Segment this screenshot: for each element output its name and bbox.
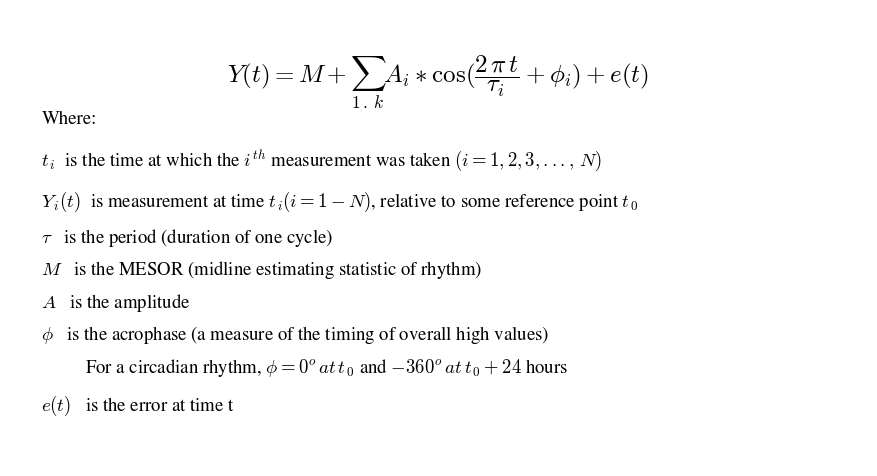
Text: $\phi$   is the acrophase (a measure of the timing of overall high values): $\phi$ is the acrophase (a measure of th… (41, 324, 550, 346)
Text: For a circadian rhythm, $\phi=0^{o}\,at\,t_{\,0}$ and $-360^{o}\,at\,t_{\,0}+24$: For a circadian rhythm, $\phi=0^{o}\,at\… (84, 356, 567, 378)
Text: $M$   is the MESOR (midline estimating statistic of rhythm): $M$ is the MESOR (midline estimating sta… (41, 259, 482, 281)
Text: $A$   is the amplitude: $A$ is the amplitude (41, 291, 191, 313)
Text: $\tau$   is the period (duration of one cycle): $\tau$ is the period (duration of one cy… (41, 227, 333, 248)
Text: Where:: Where: (41, 111, 96, 128)
Text: $Y_{\,i}(t)$  is measurement at time $t_{\,i}(i=1-N)$, relative to some referenc: $Y_{\,i}(t)$ is measurement at time $t_{… (41, 189, 639, 214)
Text: $e(t)$   is the error at time t: $e(t)$ is the error at time t (41, 393, 235, 417)
Text: $Y(t)=M+\sum_{1\,.\,k} A_i*\cos(\dfrac{2\,\pi\, t}{\tau_i}+\phi_i)+e(t)$: $Y(t)=M+\sum_{1\,.\,k} A_i*\cos(\dfrac{2… (227, 53, 650, 110)
Text: $t_{\,i}$  is the time at which the $i^{th}$ measurement was taken $(i=1,2,3,...: $t_{\,i}$ is the time at which the $i^{t… (41, 148, 602, 173)
